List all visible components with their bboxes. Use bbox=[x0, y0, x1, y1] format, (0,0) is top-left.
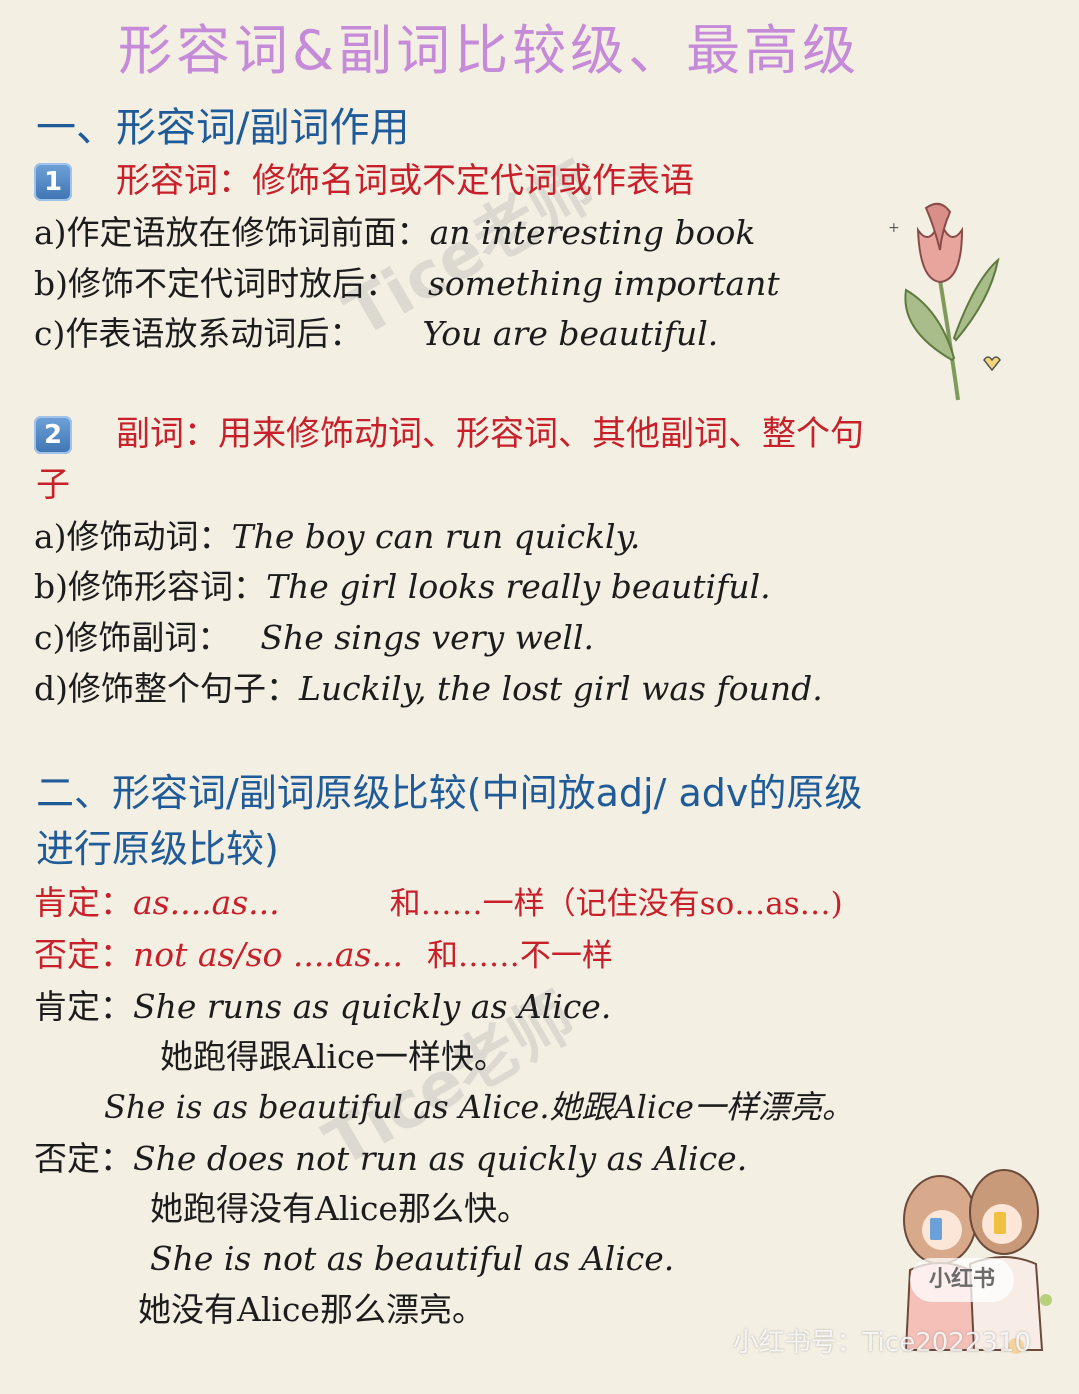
adv-usage-c-en: She sings very well. bbox=[260, 618, 594, 657]
negative-example-1: 否定：She does not run as quickly as Alice. bbox=[34, 1142, 747, 1175]
positive-rule: 肯定：as....as... 和……一样（记住没有so…as…) bbox=[34, 886, 843, 920]
adv-usage-a-en: The boy can run quickly. bbox=[231, 517, 641, 556]
adj-usage-b-en: something important bbox=[428, 264, 780, 303]
adv-usage-a: a)修饰动词：The boy can run quickly. bbox=[34, 520, 640, 553]
positive-example-1: 肯定：She runs as quickly as Alice. bbox=[34, 990, 611, 1023]
negative-rule: 否定：not as/so ....as... 和……不一样 bbox=[34, 938, 613, 972]
xiaohongshu-logo: 小红书 bbox=[910, 1258, 1014, 1302]
negative-rule-label: 否定： bbox=[34, 935, 133, 974]
adverb-definition: 副词：用来修饰动词、形容词、其他副词、整个句 bbox=[116, 414, 864, 454]
positive-example-label: 肯定： bbox=[34, 987, 133, 1026]
adv-usage-c-cn: c)修饰副词： bbox=[34, 618, 231, 657]
adj-usage-c: c)作表语放系动词后： You are beautiful. bbox=[34, 317, 718, 350]
adj-usage-a-en: an interesting book bbox=[429, 213, 756, 252]
positive-example-2: She is as beautiful as Alice.她跟Alice一样漂亮… bbox=[104, 1088, 854, 1126]
adv-usage-c: c)修饰副词： She sings very well. bbox=[34, 621, 594, 654]
section2-heading-cont: 进行原级比较) bbox=[36, 827, 279, 871]
section1-heading: 一、形容词/副词作用 bbox=[36, 105, 410, 151]
adv-usage-a-cn: a)修饰动词： bbox=[34, 517, 232, 556]
page-title: 形容词&副词比较级、最高级 bbox=[118, 19, 861, 82]
section2-heading: 二、形容词/副词原级比较(中间放adj/ adv的原级 bbox=[36, 771, 863, 815]
adjective-definition: 形容词：修饰名词或不定代词或作表语 bbox=[116, 161, 694, 201]
positive-rule-meaning: 和……一样（记住没有so…as…) bbox=[389, 886, 843, 922]
adj-usage-c-en: You are beautiful. bbox=[422, 314, 719, 353]
tulip-illustration: + bbox=[888, 202, 1001, 401]
negative-rule-pattern: not as/so ....as... bbox=[133, 935, 403, 974]
negative-example-1-en: She does not run as quickly as Alice. bbox=[133, 1139, 748, 1178]
adj-usage-a-cn: a)作定语放在修饰词前面： bbox=[34, 213, 430, 252]
adverb-definition-cont: 子 bbox=[36, 465, 70, 505]
adj-usage-b: b)修饰不定代词时放后： something important bbox=[34, 267, 780, 300]
adv-usage-d: d)修饰整个句子：Luckily, the lost girl was foun… bbox=[34, 672, 823, 705]
adv-usage-d-en: Luckily, the lost girl was found. bbox=[299, 669, 823, 708]
positive-example-1-en: She runs as quickly as Alice. bbox=[133, 987, 612, 1026]
adv-usage-b-cn: b)修饰形容词： bbox=[34, 567, 266, 606]
adj-usage-c-cn: c)作表语放系动词后： bbox=[34, 314, 363, 353]
number-two-badge-icon: 2 bbox=[34, 416, 72, 454]
adj-usage-a: a)作定语放在修饰词前面：an interesting book bbox=[34, 216, 755, 249]
positive-rule-pattern: as....as... bbox=[133, 883, 280, 922]
positive-rule-label: 肯定： bbox=[34, 883, 133, 922]
negative-example-1-cn: 她跑得没有Alice那么快。 bbox=[150, 1189, 530, 1228]
adv-usage-d-cn: d)修饰整个句子： bbox=[34, 669, 299, 708]
adv-usage-b: b)修饰形容词：The girl looks really beautiful. bbox=[34, 570, 771, 603]
svg-text:+: + bbox=[888, 220, 900, 236]
account-id: 小红书号：Tice2022310 bbox=[732, 1328, 1031, 1358]
negative-example-2: She is not as beautiful as Alice. bbox=[150, 1239, 675, 1278]
positive-example-1-cn: 她跑得跟Alice一样快。 bbox=[160, 1037, 507, 1076]
adj-usage-b-cn: b)修饰不定代词时放后： bbox=[34, 264, 398, 303]
negative-example-label: 否定： bbox=[34, 1139, 133, 1178]
negative-rule-meaning: 和……不一样 bbox=[426, 938, 613, 974]
negative-example-2-cn: 她没有Alice那么漂亮。 bbox=[138, 1290, 485, 1329]
adv-usage-b-en: The girl looks really beautiful. bbox=[266, 567, 771, 606]
number-one-badge-icon: 1 bbox=[34, 163, 72, 201]
